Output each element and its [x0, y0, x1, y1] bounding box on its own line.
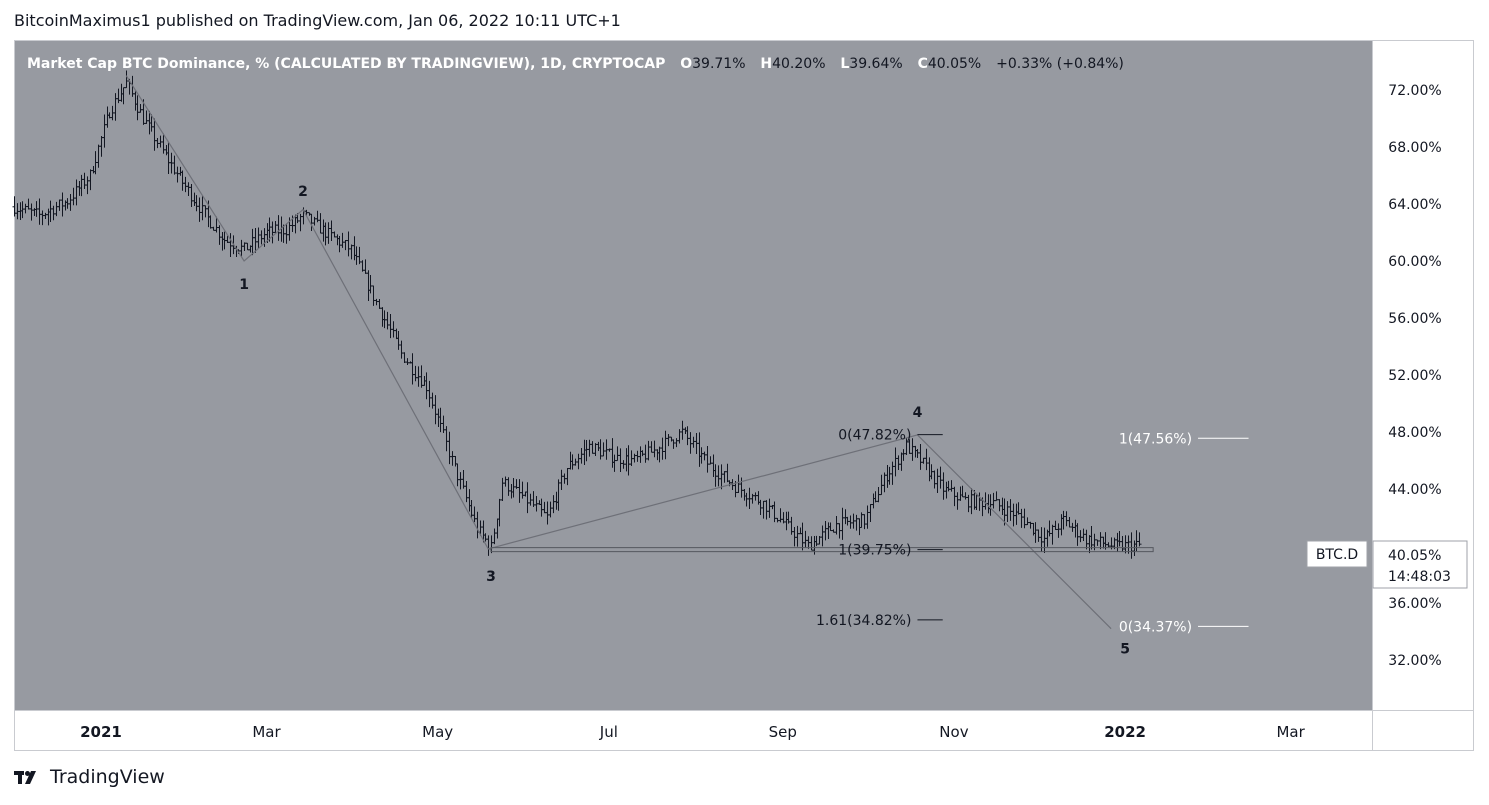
wave-label: 4: [913, 405, 923, 421]
time-tick-label: May: [422, 723, 453, 741]
support-line: [490, 547, 1154, 553]
price-axis-labels: 72.00% 68.00% 64.00% 60.00% 56.00% 52.00% 48.0…: [1388, 83, 1441, 669]
fib-level-label: 1.61(34.82%): [816, 613, 911, 629]
legend-symbol: Market Cap BTC Dominance, % (CALCULATED …: [27, 56, 665, 72]
legend-close-value: 40.05%: [928, 56, 981, 72]
legend-change: +0.33% (+0.84%): [996, 56, 1124, 72]
price-tag-countdown: 14:48:03: [1388, 569, 1451, 585]
ohlc-bar: [1137, 532, 1142, 547]
plot-area: [14, 40, 1372, 710]
time-tick-label: 2021: [80, 723, 122, 741]
time-tick-label: 2022: [1104, 723, 1146, 741]
time-tick-label: Sep: [769, 723, 797, 741]
price-tag-value: 40.05%: [1388, 548, 1441, 564]
wave-label: 2: [298, 184, 308, 200]
price-tick-label: 36.00%: [1388, 596, 1441, 612]
time-tick-label: Nov: [939, 723, 968, 741]
legend: Market Cap BTC Dominance, % (CALCULATED …: [27, 56, 1124, 72]
chart-border: [14, 40, 1474, 751]
fib-level-label: 0(47.82%): [838, 428, 911, 444]
legend-open-value: 39.71%: [692, 56, 745, 72]
legend-low-label: L: [840, 56, 849, 72]
publisher-line: BitcoinMaximus1 published on TradingView…: [14, 11, 621, 30]
price-tick-label: 60.00%: [1388, 254, 1441, 270]
price-tick-label: 64.00%: [1388, 197, 1441, 213]
legend-high-value: 40.20%: [772, 56, 825, 72]
drawings: 0(47.82%) 1(39.75%) 1.61(34.82%) 1(47.56%) 0…: [125, 75, 1249, 658]
footer-brand: TradingView: [50, 766, 165, 788]
fib-level-label: 1(47.56%): [1119, 431, 1192, 447]
price-tag[interactable]: BTC.D 40.05% 14:48:03: [1306, 540, 1468, 589]
time-tick-label: Jul: [599, 723, 618, 741]
legend-open-label: O: [680, 56, 692, 72]
wave-label: 5: [1120, 642, 1130, 658]
price-tag-symbol: BTC.D: [1316, 547, 1358, 563]
time-axis-labels: 2021 Mar May Jul Sep Nov 2022 Mar: [80, 723, 1306, 741]
time-tick-label: Mar: [252, 723, 281, 741]
price-tick-label: 68.00%: [1388, 140, 1441, 156]
wave-label: 1: [239, 277, 249, 293]
legend-low-value: 39.64%: [849, 56, 902, 72]
price-tick-label: 32.00%: [1388, 653, 1441, 669]
price-axis[interactable]: [1373, 40, 1474, 710]
footer: TradingView: [14, 766, 165, 788]
price-tick-label: 44.00%: [1388, 482, 1441, 498]
time-tick-label: Mar: [1276, 723, 1305, 741]
time-axis[interactable]: [14, 711, 1474, 751]
legend-high-label: H: [760, 56, 772, 72]
price-tick-label: 52.00%: [1388, 368, 1441, 384]
price-tick-label: 48.00%: [1388, 425, 1441, 441]
fib-level-label: 1(39.75%): [838, 543, 911, 559]
tradingview-logo-icon: [14, 771, 36, 784]
wave-label: 3: [486, 569, 496, 585]
price-bars: [12, 70, 1142, 559]
price-tick-label: 56.00%: [1388, 311, 1441, 327]
fib-level-label: 0(34.37%): [1119, 619, 1192, 635]
legend-close-label: C: [918, 56, 928, 72]
price-tick-label: 72.00%: [1388, 83, 1441, 99]
wave-path-line: [125, 75, 1112, 630]
